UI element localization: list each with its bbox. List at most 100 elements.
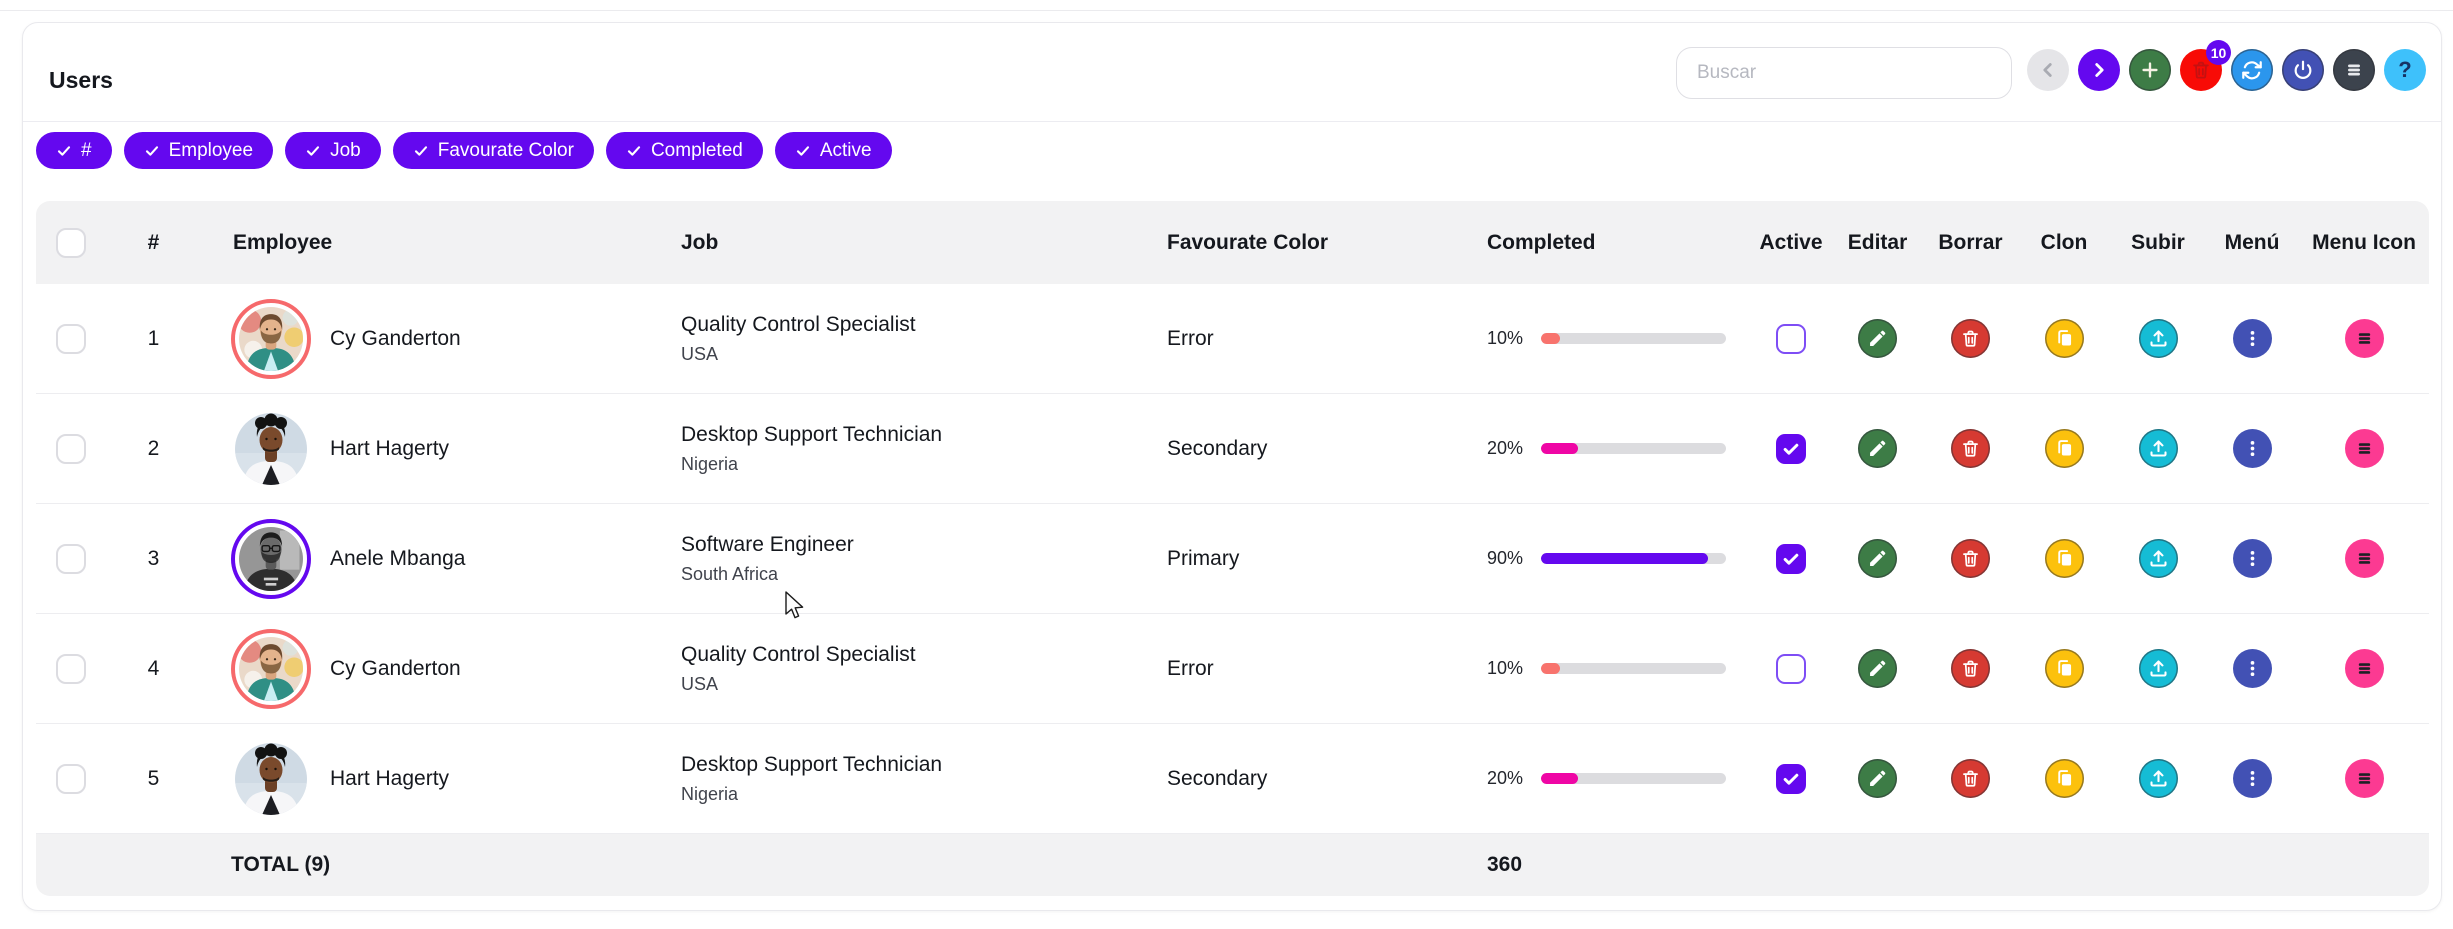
menu-button[interactable] (2232, 429, 2272, 468)
filter-pill[interactable]: Active (774, 132, 892, 169)
active-checkbox[interactable] (1776, 763, 1806, 794)
delete-button[interactable] (1951, 429, 1990, 468)
completed-percent: 20% (1487, 438, 1524, 458)
trash-icon (1963, 770, 1978, 787)
table-header-row: # Employee Job Favourate Color Completed… (36, 201, 2429, 284)
clone-button[interactable] (2044, 649, 2084, 688)
header-employee: Employee (233, 230, 333, 254)
upload-button[interactable] (2138, 759, 2178, 798)
header-job: Job (681, 230, 719, 254)
favourate-color-value: Error (1167, 656, 1214, 680)
employee-name: Hart Hagerty (330, 766, 450, 790)
check-icon (1783, 553, 1799, 565)
next-page-button[interactable] (2078, 49, 2120, 91)
row-checkbox[interactable] (56, 433, 86, 464)
check-icon (627, 145, 641, 156)
filter-pill[interactable]: Job (285, 132, 381, 169)
upload-icon (2149, 660, 2167, 677)
power-button[interactable] (2282, 49, 2324, 91)
menu-icon-button[interactable] (2344, 649, 2384, 688)
copy-icon (2057, 770, 2071, 786)
users-table: # Employee Job Favourate Color Completed… (36, 201, 2429, 896)
hamburger-icon (2358, 333, 2370, 344)
row-checkbox[interactable] (56, 323, 86, 354)
active-checkbox[interactable] (1776, 323, 1806, 354)
clone-button[interactable] (2044, 429, 2084, 468)
upload-button[interactable] (2138, 539, 2178, 578)
job-country: South Africa (681, 563, 779, 584)
progress-bar (1541, 443, 1726, 454)
notification-badge: 10 (2206, 40, 2231, 65)
menu-icon-button[interactable] (2344, 539, 2384, 578)
trash-icon (1963, 550, 1978, 567)
filter-pill[interactable]: Completed (605, 132, 763, 169)
clone-button[interactable] (2044, 539, 2084, 578)
card-header: Users 10 (23, 23, 2441, 122)
kebab-icon (2250, 770, 2254, 787)
delete-button[interactable] (1951, 649, 1990, 688)
search-input[interactable] (1676, 47, 2012, 99)
table-row: 2 Hart Hagerty Desktop Support Technicia… (36, 394, 2429, 504)
hamburger-icon (2358, 443, 2370, 454)
progress-fill (1541, 553, 1708, 564)
upload-button[interactable] (2138, 429, 2178, 468)
header-num: # (147, 230, 160, 254)
delete-button[interactable] (1951, 319, 1990, 358)
progress-bar (1541, 773, 1726, 784)
upload-icon (2149, 440, 2167, 457)
menu-icon-button[interactable] (2344, 429, 2384, 468)
delete-all-button[interactable]: 10 (2180, 40, 2231, 91)
pencil-icon (1870, 330, 1886, 346)
edit-button[interactable] (1858, 759, 1897, 798)
active-checkbox[interactable] (1776, 543, 1806, 574)
header-subir: Subir (2131, 230, 2185, 254)
filter-pill[interactable]: Favourate Color (392, 132, 594, 169)
delete-button[interactable] (1951, 759, 1990, 798)
upload-button[interactable] (2138, 649, 2178, 688)
active-checkbox[interactable] (1776, 653, 1806, 684)
employee-name: Hart Hagerty (330, 436, 450, 460)
header-completed: Completed (1487, 230, 1596, 254)
refresh-button[interactable] (2231, 49, 2273, 91)
row-checkbox[interactable] (56, 543, 86, 574)
menu-button[interactable] (2232, 319, 2272, 358)
row-checkbox[interactable] (56, 653, 86, 684)
help-button[interactable]: ? (2384, 49, 2426, 91)
trash-icon (1963, 440, 1978, 457)
filter-pill[interactable]: # (36, 132, 112, 169)
check-icon (796, 145, 809, 156)
upload-icon (2149, 770, 2167, 787)
progress-fill (1541, 443, 1578, 454)
edit-button[interactable] (1858, 539, 1897, 578)
prev-page-button[interactable] (2027, 49, 2069, 91)
row-checkbox[interactable] (56, 763, 86, 794)
job-country: USA (681, 343, 719, 364)
clone-button[interactable] (2044, 319, 2084, 358)
menu-icon-button[interactable] (2344, 759, 2384, 798)
list-menu-button[interactable] (2333, 49, 2375, 91)
filter-pill[interactable]: Employee (123, 132, 274, 169)
edit-button[interactable] (1858, 649, 1897, 688)
favourate-color-value: Error (1167, 326, 1214, 350)
hamburger-icon (2358, 773, 2370, 784)
table-row: 3 Anele Mbanga Software Engineer South A… (36, 504, 2429, 614)
menu-icon-button[interactable] (2344, 319, 2384, 358)
job-title: Desktop Support Technician (681, 752, 943, 776)
menu-button[interactable] (2232, 649, 2272, 688)
menu-button[interactable] (2232, 539, 2272, 578)
footer-total-label: TOTAL (9) (231, 853, 331, 876)
power-icon (2294, 60, 2312, 79)
delete-button[interactable] (1951, 539, 1990, 578)
clone-button[interactable] (2044, 759, 2084, 798)
add-button[interactable] (2129, 49, 2171, 91)
question-icon: ? (2398, 57, 2412, 82)
favourate-color-value: Secondary (1167, 766, 1268, 790)
select-all-checkbox[interactable] (56, 227, 86, 258)
active-checkbox[interactable] (1776, 433, 1806, 464)
upload-icon (2149, 330, 2167, 347)
hamburger-icon (2358, 553, 2370, 564)
upload-button[interactable] (2138, 319, 2178, 358)
edit-button[interactable] (1858, 429, 1897, 468)
edit-button[interactable] (1858, 319, 1897, 358)
menu-button[interactable] (2232, 759, 2272, 798)
